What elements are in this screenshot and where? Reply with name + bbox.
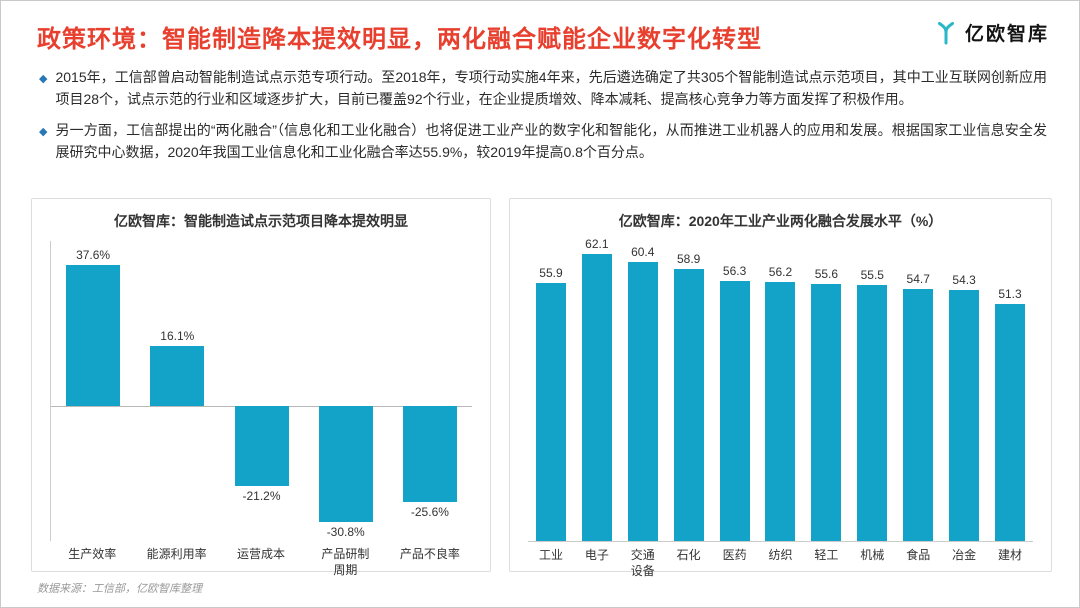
bar — [581, 254, 612, 541]
bullet-list: ◆ 2015年，工信部曾启动智能制造试点示范专项行动。至2018年，专项行动实施… — [37, 67, 1047, 164]
bar-value-label: 51.3 — [998, 287, 1022, 302]
category-label: 生产效率 — [68, 547, 117, 561]
bar — [857, 284, 888, 541]
bar — [535, 283, 566, 541]
bar-slot: 51.3 — [987, 241, 1033, 541]
category-label: 轻工 — [814, 548, 839, 562]
bar-value-label: 58.9 — [676, 252, 701, 267]
bullet-text: 2015年，工信部曾启动智能制造试点示范专项行动。至2018年，专项行动实施4年… — [55, 69, 1047, 107]
category-label: 交通 设备 — [630, 548, 655, 578]
data-source-note: 数据来源：工信部，亿欧智库整理 — [37, 583, 202, 595]
bullet-item: ◆ 另一方面，工信部提出的“两化融合”（信息化和工业化融合）也将促进工业产业的数… — [37, 120, 1047, 163]
bar — [765, 281, 796, 541]
category-label: 纺织 — [768, 548, 793, 562]
category-axis: 生产效率 能源利用率 运营成本 产品研制 周期 产品不良率 — [50, 547, 472, 578]
bar-slot: 16.1% — [135, 241, 219, 541]
bar-slot: 56.2 — [758, 241, 804, 541]
bar — [234, 406, 289, 486]
bar — [402, 406, 457, 502]
category-axis: 工业 电子 交通 设备 石化 医药 纺织 轻工 机械 食品 冶金 建材 — [528, 548, 1033, 579]
bar — [627, 262, 658, 541]
bar-value-label: -21.2% — [242, 488, 281, 503]
bar — [949, 290, 980, 541]
category-label: 电子 — [584, 548, 609, 562]
bar — [995, 304, 1026, 541]
chart-panel-integration-level: 亿欧智库：2020年工业产业两化融合发展水平（%） 55.9 62.1 60.4 58… — [509, 198, 1052, 578]
bar-slot: 60.4 — [620, 241, 666, 541]
bar — [150, 345, 205, 406]
bar-value-label: 62.1 — [585, 237, 609, 252]
bar-slot: 55.9 — [528, 241, 574, 541]
eo-logo-icon — [937, 21, 954, 44]
logo: 亿欧智库 — [933, 19, 1049, 46]
category-label: 工业 — [538, 548, 563, 562]
bar-value-label: 55.9 — [539, 266, 563, 280]
plot-area: 55.9 62.1 60.4 58.9 56.3 56.2 55.6 55.5 54.7 54.3… — [528, 237, 1033, 542]
bar-value-label: -25.6% — [410, 505, 449, 519]
bar-value-label: -30.8% — [326, 524, 365, 539]
diamond-bullet-icon: ◆ — [39, 73, 48, 85]
category-label: 医药 — [722, 548, 747, 562]
bar — [903, 288, 934, 541]
bar — [719, 281, 750, 541]
bar-slot: -21.2% — [219, 241, 303, 541]
category-label: 产品研制 周期 — [321, 547, 370, 577]
category-label: 建材 — [998, 548, 1023, 562]
bar — [318, 406, 373, 522]
chart-title: 亿欧智库：2020年工业产业两化融合发展水平（%） — [618, 213, 943, 229]
bullet-text: 另一方面，工信部提出的“两化融合”（信息化和工业化融合）也将促进工业产业的数字化… — [55, 122, 1047, 161]
bar-slot: -30.8% — [304, 241, 388, 541]
bar-slot: 56.3 — [712, 241, 758, 541]
bar-slot: 37.6% — [51, 241, 135, 541]
chart-panel-cost-reduction: 亿欧智库：智能制造试点示范项目降本提效明显 37.6% 16.1% -21.2% -3… — [31, 198, 491, 577]
bar-slot: 62.1 — [574, 237, 620, 541]
bar-value-label: 56.3 — [722, 264, 747, 279]
logo-text: 亿欧智库 — [964, 24, 1049, 45]
chart-title: 亿欧智库：智能制造试点示范项目降本提效明显 — [114, 213, 408, 229]
bar-value-label: 37.6% — [76, 248, 111, 262]
bar-value-label: 16.1% — [160, 328, 195, 343]
bar — [66, 265, 121, 406]
bar-slot: 54.7 — [895, 241, 941, 541]
bar-slot: 55.5 — [849, 241, 895, 541]
category-label: 冶金 — [952, 548, 977, 562]
plot-area: 37.6% 16.1% -21.2% -30.8% -25.6% — [50, 241, 472, 541]
category-label: 石化 — [676, 548, 701, 562]
category-label: 食品 — [906, 548, 931, 562]
category-label: 机械 — [860, 548, 885, 562]
bar-value-label: 60.4 — [631, 245, 655, 260]
bar-slot: -25.6% — [388, 241, 472, 541]
bar — [811, 284, 842, 541]
bar-slot: 54.3 — [941, 241, 987, 541]
bar-value-label: 56.2 — [768, 264, 793, 279]
category-label: 运营成本 — [237, 547, 286, 561]
category-label: 产品不良率 — [399, 547, 460, 561]
bar-value-label: 54.7 — [906, 271, 930, 286]
diamond-bullet-icon: ◆ — [39, 126, 48, 139]
bar-value-label: 55.5 — [860, 267, 884, 282]
bar-value-label: 55.6 — [814, 267, 839, 282]
category-label: 能源利用率 — [146, 547, 207, 561]
bar — [673, 269, 704, 541]
bar-slot: 55.6 — [803, 241, 849, 541]
bullet-item: ◆ 2015年，工信部曾启动智能制造试点示范专项行动。至2018年，专项行动实施… — [37, 67, 1047, 110]
page-title: 政策环境：智能制造降本提效明显，两化融合赋能企业数字化转型 — [37, 26, 762, 53]
bar-value-label: 54.3 — [952, 273, 976, 288]
bar-slot: 58.9 — [666, 241, 712, 541]
